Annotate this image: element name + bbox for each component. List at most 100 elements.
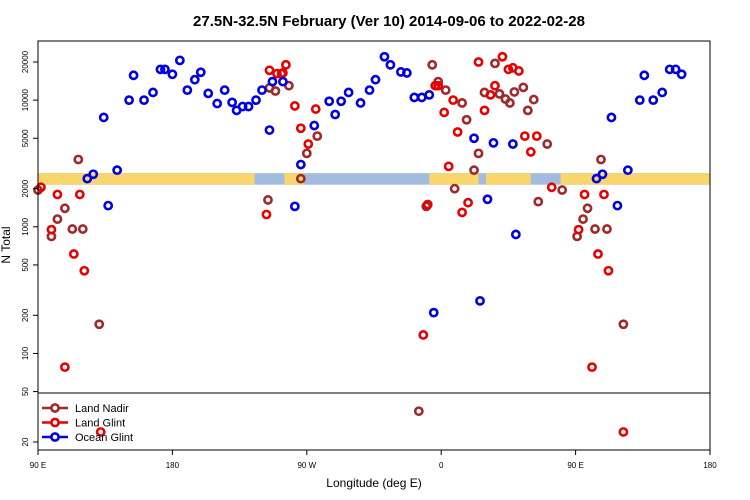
point-land-glint: [310, 104, 321, 114]
point-ocean-glint: [510, 229, 521, 240]
point-land-nadir: [596, 154, 606, 165]
x-axis: 90 E 180 90 W 0 90 E 180: [30, 450, 717, 470]
legend-marker-ocean-glint: [50, 432, 60, 442]
point-ocean-glint: [148, 87, 158, 98]
point-land-glint: [74, 189, 85, 200]
point-land-nadir: [522, 105, 533, 116]
y-tick-label: 20: [21, 437, 30, 446]
point-ocean-glint: [212, 98, 223, 109]
point-land-glint: [579, 189, 590, 200]
point-ocean-glint: [424, 89, 435, 100]
point-land-nadir: [542, 139, 553, 149]
point-land-glint: [46, 224, 57, 235]
point-ocean-glint: [591, 173, 602, 184]
x-tick-label: 90 E: [567, 461, 583, 470]
point-land-glint: [599, 189, 609, 200]
point-land-glint: [418, 330, 429, 340]
point-ocean-glint: [124, 95, 134, 106]
point-land-glint: [79, 265, 90, 276]
point-ocean-glint: [475, 296, 485, 306]
legend-label-ocean-glint: Ocean Glint: [75, 432, 133, 444]
point-ocean-glint: [622, 165, 633, 176]
point-land-glint: [52, 189, 63, 200]
point-land-nadir: [270, 86, 281, 96]
point-land-glint: [531, 131, 542, 142]
point-land-glint: [303, 139, 314, 149]
point-land-nadir: [94, 319, 105, 330]
data-points: [33, 51, 687, 437]
chart-title: 27.5N-32.5N February (Ver 10) 2014-09-06…: [193, 13, 585, 30]
point-ocean-glint: [507, 139, 518, 149]
point-land-nadir: [473, 148, 484, 159]
point-land-glint: [452, 127, 463, 137]
point-ocean-glint: [364, 85, 375, 96]
point-ocean-glint: [370, 74, 381, 85]
point-ocean-glint: [174, 55, 185, 66]
legend: Land Nadir Land Glint Ocean Glint: [42, 403, 133, 444]
band-land-segment: [560, 173, 710, 185]
point-ocean-glint: [657, 87, 668, 98]
y-tick-label: 50: [21, 387, 30, 396]
legend-label-land-nadir: Land Nadir: [75, 403, 129, 415]
point-ocean-glint: [385, 59, 396, 70]
band-land-segment: [429, 173, 479, 185]
point-ocean-glint: [264, 125, 275, 135]
point-land-glint: [490, 80, 500, 91]
point-ocean-glint: [139, 95, 149, 106]
point-land-nadir: [449, 183, 460, 194]
point-land-glint: [289, 101, 300, 111]
point-land-glint: [603, 265, 614, 276]
point-ocean-glint: [219, 85, 230, 96]
x-tick-label: 90 W: [297, 461, 316, 470]
point-ocean-glint: [309, 120, 320, 131]
point-land-nadir: [295, 173, 306, 184]
point-land-nadir: [413, 406, 424, 417]
point-land-glint: [59, 362, 70, 373]
point-land-nadir: [490, 58, 500, 69]
point-ocean-glint: [606, 112, 617, 123]
point-ocean-glint: [103, 200, 114, 211]
point-land-nadir: [301, 148, 312, 159]
point-land-glint: [448, 95, 459, 106]
point-land-glint: [519, 131, 530, 142]
point-ocean-glint: [243, 101, 254, 112]
point-ocean-glint: [379, 51, 390, 62]
x-tick-label: 0: [439, 461, 444, 470]
point-land-glint: [295, 123, 306, 134]
point-land-glint: [95, 427, 106, 437]
point-ocean-glint: [267, 76, 278, 87]
point-land-glint: [264, 65, 275, 76]
point-land-glint: [573, 224, 584, 235]
point-ocean-glint: [182, 85, 193, 96]
plot-frame: [37, 40, 711, 451]
band-land-segment: [38, 173, 255, 185]
point-ocean-glint: [88, 169, 99, 180]
point-land-nadir: [494, 88, 505, 99]
point-ocean-glint: [324, 96, 335, 107]
point-land-nadir: [67, 224, 78, 234]
y-tick-label: 5000: [21, 129, 30, 147]
point-ocean-glint: [227, 97, 238, 108]
point-land-nadir: [77, 224, 88, 234]
x-axis-label: Longitude (deg E): [326, 476, 421, 490]
point-ocean-glint: [639, 70, 650, 81]
point-land-glint: [503, 64, 514, 75]
point-land-nadir: [59, 203, 70, 214]
point-ocean-glint: [203, 88, 214, 99]
point-land-glint: [68, 249, 79, 259]
point-land-nadir: [578, 214, 588, 225]
band-ocean: [38, 173, 710, 185]
point-ocean-glint: [167, 69, 178, 80]
point-ocean-glint: [597, 169, 608, 180]
point-land-nadir: [557, 185, 568, 195]
point-land-nadir: [263, 195, 273, 205]
y-tick-label: 500: [21, 258, 30, 272]
y-tick-label: 1000: [21, 217, 30, 235]
point-land-nadir: [461, 114, 472, 125]
point-ocean-glint: [112, 165, 123, 176]
point-land-nadir: [312, 131, 323, 142]
point-ocean-glint: [482, 194, 493, 205]
point-land-nadir: [618, 319, 629, 330]
y-axis: 20 50 100 200 500 1000 2000 5000 10000 20000: [21, 50, 38, 446]
